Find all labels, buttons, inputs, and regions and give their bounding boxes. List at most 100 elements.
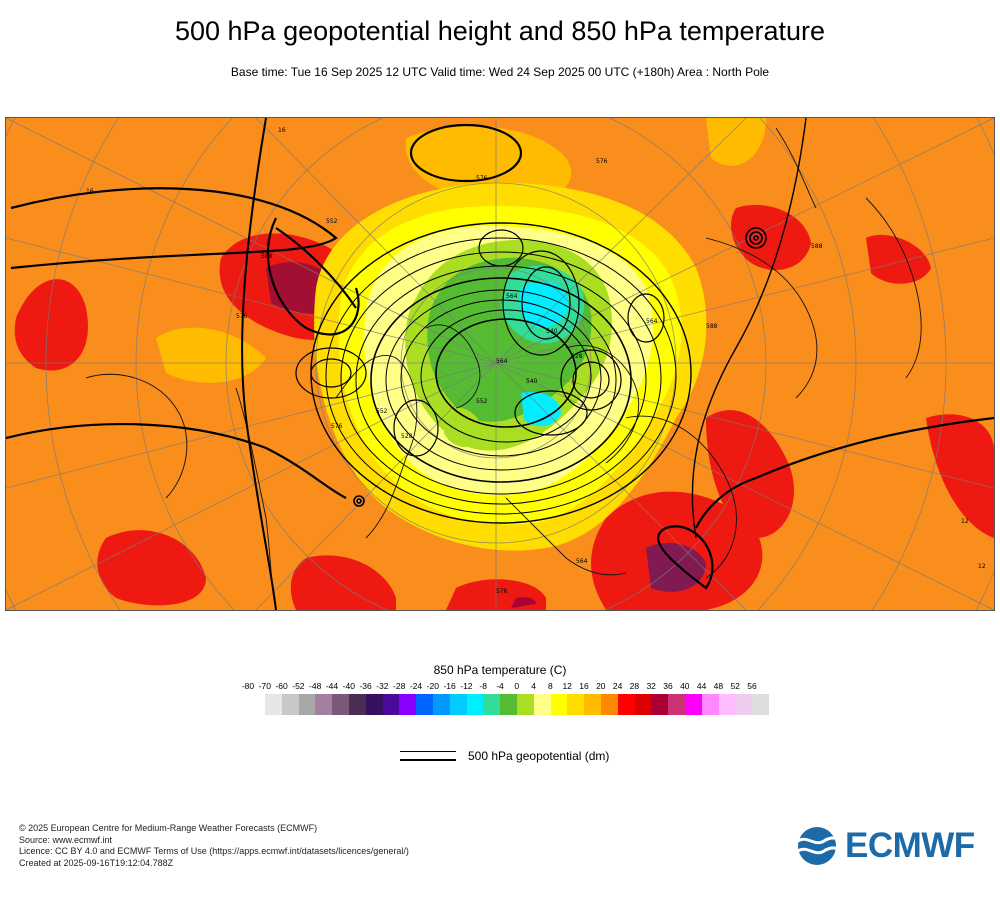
legend-tick-label: -44 — [325, 681, 339, 691]
legend-tick-label: -16 — [443, 681, 456, 691]
legend-swatch — [281, 694, 299, 715]
contour-label: 12 — [978, 563, 986, 570]
contour-label: 552 — [476, 398, 488, 405]
legend-swatch — [567, 694, 585, 715]
licence-line: Licence: CC BY 4.0 and ECMWF Terms of Us… — [19, 846, 409, 856]
legend-swatch — [617, 694, 635, 715]
legend-tick-label: 44 — [696, 681, 707, 691]
contour-label: 564 — [646, 318, 658, 325]
contour-key-lines — [400, 749, 460, 763]
ecmwf-logo-icon — [797, 827, 841, 865]
legend-tick-label: 56 — [747, 681, 757, 691]
legend-swatch — [701, 694, 719, 715]
chart-title: 500 hPa geopotential height and 850 hPa … — [174, 16, 825, 46]
legend-ticks: -80 -70 -60 -52 -48 -44 -40 -36 -32 -28 -24 -20 -16-… — [240, 681, 760, 693]
created-line: Created at 2025-09-16T19:12:04.788Z — [19, 857, 174, 868]
legend-tick-label: 8 — [548, 681, 553, 691]
contour-label: 528 — [571, 353, 583, 360]
legend-swatch — [332, 694, 349, 715]
legend-swatch — [668, 694, 685, 715]
contour-label: 588 — [706, 323, 718, 330]
legend-tick-label: -60 — [275, 681, 288, 691]
contour-label: 552 — [326, 218, 338, 225]
legend-swatch — [718, 694, 736, 715]
legend-swatch — [365, 694, 383, 715]
contour-label: 540 — [546, 328, 558, 335]
legend-swatch — [550, 694, 568, 715]
legend-tick-label: 36 — [663, 681, 673, 691]
contour-key-thin-line — [400, 751, 456, 752]
footer-credits: © 2025 European Centre for Medium-Range … — [19, 823, 409, 869]
legend-swatch — [500, 694, 517, 715]
legend-tick-label: -20 — [426, 681, 439, 691]
legend-tick-label: 28 — [629, 681, 640, 691]
legend-tick-label: -24 — [409, 681, 423, 691]
contour-label: 588 — [261, 253, 273, 260]
contour-label: 540 — [526, 378, 538, 385]
legend-tick-label: -48 — [309, 681, 322, 691]
contour-label: 576 — [476, 175, 488, 182]
contour-label: 564 — [576, 558, 588, 565]
legend-title: 850 hPa temperature (C) — [433, 663, 567, 677]
legend-tick-label: 12 — [562, 681, 572, 691]
legend-tick-label: 52 — [730, 681, 740, 691]
contour-label: 564 — [506, 293, 518, 300]
coastlines — [85, 127, 922, 610]
north-pole-map: 16 16 576 576 552 564 588 540 528 564 55… — [5, 117, 995, 611]
legend-swatch — [651, 694, 669, 715]
legend-tick-label: -52 — [292, 681, 305, 691]
geopotential-contours — [6, 118, 994, 610]
contour-labels: 16 16 576 576 552 564 588 540 528 564 55… — [86, 127, 986, 595]
legend-swatch — [735, 694, 753, 715]
contour-key-label: 500 hPa geopotential (dm) — [468, 749, 610, 763]
legend-swatch — [265, 694, 282, 715]
legend-tick-label: -70 — [258, 681, 271, 691]
legend-swatch — [483, 694, 501, 715]
legend-swatch — [600, 694, 618, 715]
legend-swatch — [315, 694, 333, 715]
contour-label: 576 — [331, 423, 343, 430]
chart-subtitle: Base time: Tue 16 Sep 2025 12 UTC Valid … — [230, 65, 770, 79]
legend-swatch — [416, 694, 433, 715]
legend-tick-label: -4 — [496, 681, 504, 691]
contour-label: 576 — [596, 158, 608, 165]
contour-label: 16 — [278, 127, 286, 134]
legend-tick-label: 40 — [680, 681, 690, 691]
legend-swatch — [584, 694, 601, 715]
legend-tick-label: 20 — [596, 681, 606, 691]
contour-key-thick-line — [400, 759, 456, 761]
legend-tick-label: 48 — [713, 681, 724, 691]
contour-label: 564 — [496, 358, 508, 365]
legend-tick-label: -12 — [460, 681, 473, 691]
legend-swatch — [399, 694, 417, 715]
graticule — [6, 118, 994, 610]
contour-label: 576 — [496, 588, 508, 595]
legend-swatch — [382, 694, 400, 715]
contour-label: 576 — [236, 313, 248, 320]
legend-tick-label: 24 — [612, 681, 623, 691]
legend-swatch — [449, 694, 467, 715]
map-canvas: 16 16 576 576 552 564 588 540 528 564 55… — [6, 118, 994, 610]
legend-colorbar — [265, 694, 769, 715]
contour-label: 552 — [376, 408, 388, 415]
legend-tick-label: -40 — [342, 681, 355, 691]
ecmwf-logo-text: ECMWF — [845, 826, 975, 865]
legend-tick-label: 32 — [646, 681, 656, 691]
legend-tick-label: 16 — [579, 681, 589, 691]
copyright-line: © 2025 European Centre for Medium-Range … — [19, 823, 318, 833]
contour-label: 16 — [86, 188, 94, 195]
ecmwf-logo: ECMWF — [795, 826, 985, 866]
legend-swatch — [348, 694, 366, 715]
legend-tick-label: -28 — [393, 681, 406, 691]
legend-tick-label: 0 — [514, 681, 520, 691]
legend-swatch — [634, 694, 652, 715]
legend-tick-label: -8 — [479, 681, 487, 691]
legend-swatch — [533, 694, 551, 715]
legend-swatch — [752, 694, 769, 715]
source-line: Source: www.ecmwf.int — [19, 834, 113, 845]
legend-tick-label: 4 — [531, 681, 536, 691]
contour-label: 528 — [401, 433, 413, 440]
legend-swatch — [432, 694, 450, 715]
legend-swatch — [516, 694, 534, 715]
legend-tick-label: -32 — [376, 681, 389, 691]
